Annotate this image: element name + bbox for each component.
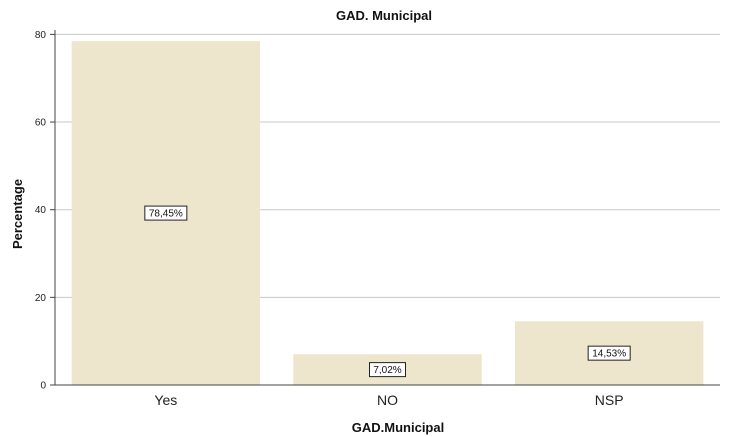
- data-label-text: 14,53%: [592, 349, 626, 360]
- data-label-box: [369, 362, 406, 378]
- x-axis-ticks: Yes NO NSP: [154, 392, 623, 408]
- y-tick-label: 0: [40, 381, 46, 392]
- data-label-box: [144, 205, 188, 221]
- data-label-box: [587, 345, 631, 361]
- data-label: 78,45%: [144, 205, 188, 221]
- x-axis-title: GAD.Municipal: [352, 420, 444, 435]
- y-tick-label: 40: [35, 205, 47, 216]
- data-label-text: 7,02%: [373, 365, 401, 376]
- x-tick-label: NO: [377, 392, 398, 408]
- x-tick-label: NSP: [595, 392, 624, 408]
- x-tick-label: Yes: [154, 392, 177, 408]
- y-tick-label: 60: [35, 118, 47, 129]
- data-labels: 78,45% 7,02% 14,53%: [144, 205, 631, 378]
- y-axis-title: Percentage: [10, 179, 25, 249]
- y-tick-label: 80: [35, 30, 47, 41]
- data-label-text: 78,45%: [149, 209, 183, 220]
- data-label: 7,02%: [369, 362, 406, 378]
- chart-title: GAD. Municipal: [336, 8, 432, 23]
- y-axis-ticks: 0 20 40 60 80: [35, 30, 55, 392]
- y-tick-label: 20: [35, 293, 47, 304]
- data-label: 14,53%: [587, 345, 631, 361]
